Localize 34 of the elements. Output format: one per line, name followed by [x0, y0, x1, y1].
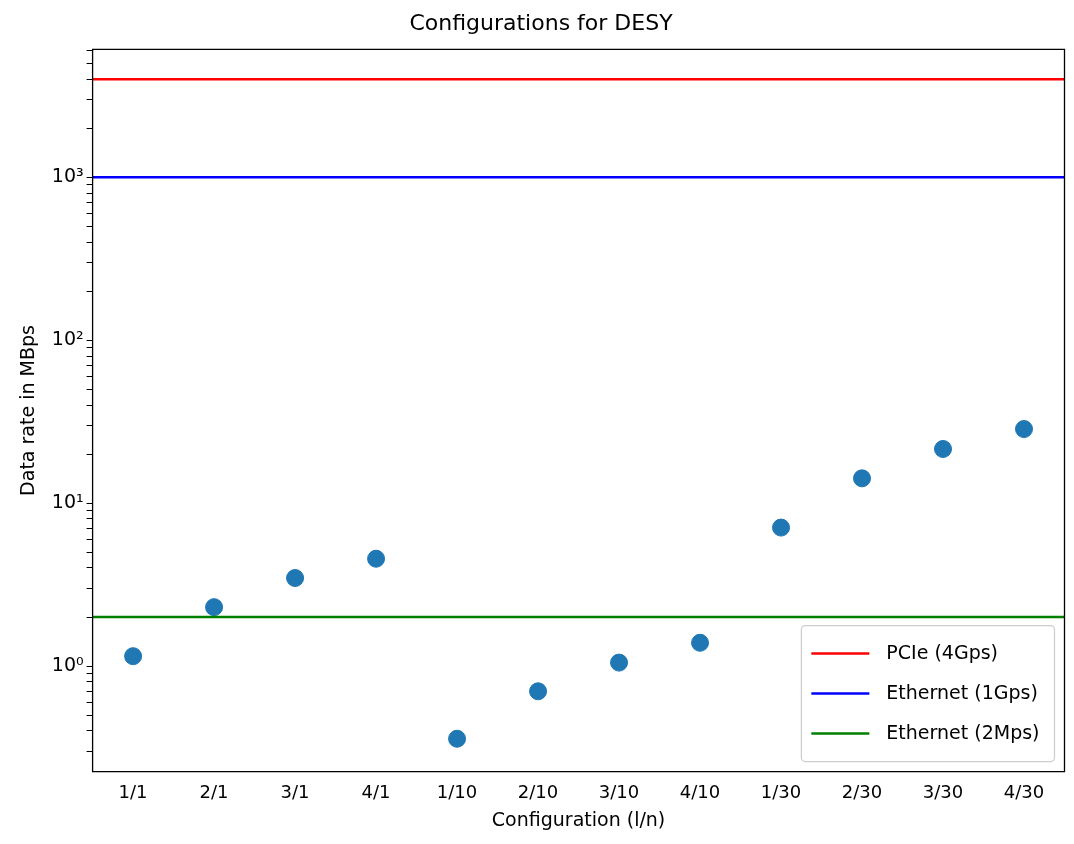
x-tick-label: 2/10 — [517, 781, 559, 803]
y-axis-title: Data rate in MBps — [16, 325, 39, 496]
x-tick-label: 3/30 — [922, 781, 964, 803]
y-tick-label: 10⁰ — [51, 653, 84, 675]
x-tick-label: 3/10 — [598, 781, 640, 803]
point — [934, 440, 953, 458]
point — [1015, 420, 1033, 439]
x-tick-label: 4/10 — [679, 781, 721, 803]
x-tick-label: 1/30 — [760, 781, 802, 803]
x-tick-label: 2/30 — [841, 781, 883, 803]
chart-title: Configurations for DESY — [409, 9, 674, 35]
x-tick-label: 4/30 — [1003, 781, 1045, 803]
x-axis-title: Configuration (l/n) — [491, 807, 666, 830]
point — [610, 653, 629, 672]
legend-label: PCIe (4Gps) — [886, 640, 999, 663]
x-tick-label: 1/1 — [118, 781, 148, 803]
point — [205, 598, 224, 617]
point — [529, 682, 548, 701]
x-tick-label: 4/1 — [361, 781, 391, 803]
y-tick-label: 10² — [51, 327, 84, 350]
point — [691, 633, 710, 652]
point — [124, 647, 143, 666]
x-tick-label: 3/1 — [280, 781, 310, 803]
x-tick-label: 2/1 — [199, 781, 229, 803]
y-tick-label: 10¹ — [51, 490, 84, 513]
point — [367, 549, 386, 568]
point — [853, 469, 872, 488]
legend-label: Ethernet (1Gps) — [886, 680, 1038, 703]
x-tick-label: 1/10 — [436, 781, 478, 803]
legend-label: Ethernet (2Mps) — [886, 720, 1040, 743]
point — [448, 729, 467, 748]
y-tick-label: 10³ — [51, 164, 84, 187]
point — [286, 569, 305, 588]
point — [772, 518, 791, 537]
